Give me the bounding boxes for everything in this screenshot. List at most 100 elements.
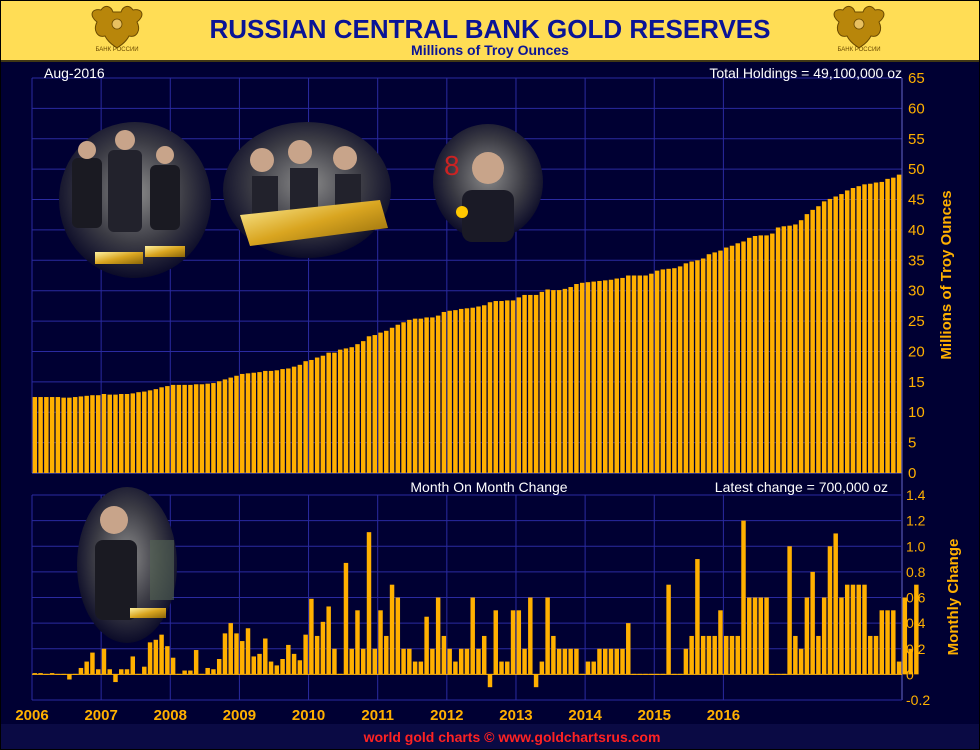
change-bar [435, 597, 441, 675]
x-tick-label: 2006 [15, 707, 48, 724]
holdings-bar [487, 302, 493, 473]
latest-change-annotation: Latest change = 700,000 oz [715, 479, 888, 495]
holdings-bar [320, 355, 326, 473]
emblem-left-icon: БАНК РОССИИ [91, 5, 143, 53]
change-bar [366, 532, 372, 675]
holdings-bar [441, 311, 447, 473]
y-tick-label: 40 [908, 222, 925, 239]
change-bar [695, 559, 700, 675]
change-bar [332, 648, 337, 675]
gold-vault-photo-1 [59, 122, 211, 278]
holdings-bar [176, 384, 182, 473]
change-bar [712, 635, 717, 675]
change-bar [228, 623, 233, 675]
holdings-bar [332, 352, 337, 473]
holdings-bar [32, 397, 38, 473]
holdings-bar [286, 368, 291, 473]
holdings-bar [712, 252, 717, 473]
change-bar [430, 648, 435, 675]
holdings-bar [649, 273, 654, 473]
change-bar [689, 635, 694, 675]
change-bar [95, 669, 101, 675]
change-bar [798, 648, 804, 675]
holdings-bar [61, 397, 66, 473]
holdings-bar [539, 291, 545, 473]
holdings-bar [862, 184, 867, 473]
change-bar [453, 661, 458, 675]
holdings-bar [343, 348, 349, 473]
holdings-bar [240, 373, 245, 473]
date-annotation: Aug-2016 [44, 65, 105, 81]
total-holdings-annotation: Total Holdings = 49,100,000 oz [709, 65, 902, 81]
holdings-bar [787, 225, 792, 473]
y-tick-label: 0.4 [906, 615, 926, 631]
y-tick-label: 0 [908, 465, 916, 482]
holdings-bar [216, 381, 222, 473]
change-bar [188, 670, 193, 675]
change-bar [268, 661, 274, 675]
change-bar [747, 597, 752, 675]
holdings-bar [643, 275, 648, 473]
y-tick-label: 65 [908, 70, 925, 87]
holdings-bar [562, 288, 568, 473]
holdings-bar [199, 384, 205, 473]
emblem-right-icon: БАНК РОССИИ [833, 5, 885, 53]
holdings-bar [666, 268, 671, 473]
change-bar [240, 641, 245, 675]
change-bar [706, 635, 712, 675]
change-bar [205, 667, 210, 675]
holdings-bar [407, 319, 412, 473]
holdings-bar [349, 347, 354, 473]
holdings-bar [44, 397, 49, 473]
change-bar [153, 639, 159, 675]
holdings-bar [90, 395, 95, 473]
y-tick-label: 1.4 [906, 487, 926, 503]
holdings-bar [747, 237, 752, 473]
change-bar [349, 648, 354, 675]
year-tick-labels: 2006 2007 2008 2009 2010 2011 2012 2013 2014 2015… [15, 707, 740, 724]
change-bar [384, 635, 389, 675]
holdings-bar [245, 373, 251, 473]
holdings-bar [775, 227, 781, 473]
emblem-right-label: БАНК РОССИИ [837, 47, 880, 53]
holdings-bar [695, 260, 700, 473]
holdings-bars [32, 174, 902, 474]
y-tick-label: 0.8 [906, 564, 926, 580]
holdings-bar [868, 183, 873, 473]
holdings-bar [804, 214, 810, 473]
x-tick-label: 2016 [707, 707, 740, 724]
change-bar [476, 648, 481, 675]
holdings-bar [159, 387, 164, 473]
holdings-bar [412, 318, 418, 473]
holdings-bar [130, 393, 136, 473]
x-tick-label: 2013 [499, 707, 532, 724]
change-bar [84, 661, 89, 675]
holdings-bar [165, 386, 170, 473]
change-bar [38, 673, 43, 675]
holdings-bar [205, 383, 210, 473]
holdings-bar [833, 196, 838, 473]
change-bar [78, 667, 84, 675]
holdings-bar [764, 235, 769, 473]
change-bar [793, 635, 798, 675]
holdings-bar [781, 226, 787, 473]
change-bar [522, 648, 527, 675]
change-bar [458, 648, 464, 675]
change-bar [914, 584, 919, 675]
change-bar [216, 659, 222, 675]
holdings-bar [113, 394, 118, 473]
change-bar [389, 584, 395, 675]
change-bar [741, 520, 746, 675]
change-bar [602, 648, 608, 675]
change-bar [441, 635, 447, 675]
holdings-bar [309, 359, 314, 473]
change-bar [700, 635, 706, 675]
change-bar [395, 597, 401, 675]
holdings-bar [257, 372, 262, 473]
change-bar [343, 562, 349, 675]
change-bar [67, 674, 72, 680]
holdings-bar [528, 294, 533, 473]
holdings-bar [516, 297, 522, 473]
header-background [0, 0, 980, 62]
change-bar [291, 653, 297, 675]
